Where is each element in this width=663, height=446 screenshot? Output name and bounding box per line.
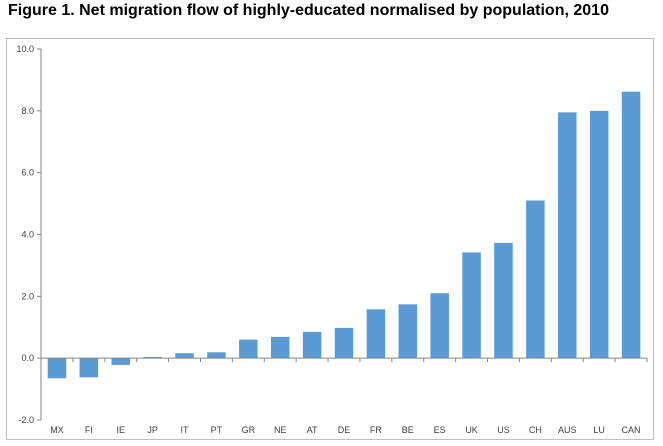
bar-can — [621, 91, 641, 359]
y-tick-label: 8.0 — [21, 106, 34, 116]
bar-be — [398, 304, 418, 359]
bar-chart: -2.0 0.0 2.0 4.0 6.0 8.0 10.0 MX FI IE JP IT PT GR NE… — [16, 44, 648, 435]
x-tick-label: CAN — [622, 425, 641, 435]
bar-pt — [207, 352, 226, 359]
y-tick-label: -2.0 — [18, 415, 34, 425]
bar-at — [302, 331, 322, 359]
x-axis: MX FI IE JP IT PT GR NE AT DE FR BE ES UK US CH AUS LU CAN — [40, 357, 648, 435]
bar-us — [494, 242, 513, 359]
bar-it — [175, 353, 194, 359]
x-tick-label: DE — [338, 425, 351, 435]
x-tick-label: PT — [211, 425, 223, 435]
y-tick-label: 0.0 — [21, 353, 34, 363]
bar-ne — [270, 336, 290, 359]
bar-fi — [79, 358, 99, 378]
x-tick-label: JP — [147, 425, 158, 435]
bar-gr — [239, 339, 258, 359]
x-tick-label: ES — [434, 425, 446, 435]
bar-fr — [366, 309, 386, 359]
x-tick-label: IT — [181, 425, 190, 435]
bar-aus — [558, 112, 577, 359]
x-tick-label: LU — [593, 425, 605, 435]
bar-es — [430, 293, 449, 359]
chart-title: Figure 1. Net migration flow of highly-e… — [8, 2, 609, 19]
x-tick-label: NE — [274, 425, 287, 435]
y-tick-label: 10.0 — [16, 44, 34, 54]
x-tick-label: CH — [529, 425, 542, 435]
bar-jp — [143, 356, 162, 359]
x-tick-label: AT — [307, 425, 318, 435]
bar-ie — [111, 358, 130, 365]
chart-area: -2.0 0.0 2.0 4.0 6.0 8.0 10.0 MX FI IE JP IT PT GR NE… — [6, 38, 654, 440]
y-axis: -2.0 0.0 2.0 4.0 6.0 8.0 10.0 — [16, 44, 42, 425]
x-tick-label: AUS — [558, 425, 577, 435]
x-tick-label: BE — [402, 425, 414, 435]
bar-lu — [589, 110, 609, 359]
y-tick-label: 2.0 — [21, 291, 34, 301]
x-tick-label: UK — [465, 425, 478, 435]
x-tick-label: US — [497, 425, 510, 435]
bar-uk — [462, 252, 481, 359]
bar-de — [334, 327, 354, 359]
bar-ch — [526, 200, 545, 359]
bar-mx — [47, 358, 67, 379]
y-tick-label: 6.0 — [21, 168, 34, 178]
x-tick-label: FR — [370, 425, 382, 435]
x-tick-label: IE — [116, 425, 125, 435]
x-tick-label: GR — [242, 425, 256, 435]
x-tick-label: FI — [85, 425, 93, 435]
y-tick-label: 4.0 — [21, 230, 34, 240]
bars — [47, 91, 641, 379]
x-tick-label: MX — [50, 425, 64, 435]
